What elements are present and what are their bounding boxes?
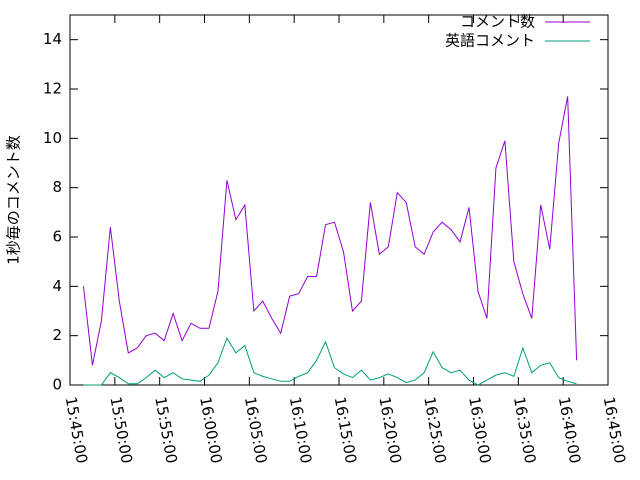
x-tick-label: 16:05:00 <box>241 395 270 464</box>
series-line <box>83 336 577 386</box>
y-tick-label: 14 <box>43 30 62 48</box>
x-tick-label: 15:45:00 <box>62 395 91 464</box>
x-tick-label: 16:25:00 <box>420 395 449 464</box>
plot-frame <box>69 14 609 386</box>
x-tick-label: 16:40:00 <box>555 395 584 464</box>
y-tick-label: 6 <box>52 228 62 246</box>
y-tick-label: 12 <box>43 80 62 98</box>
x-tick-label: 16:45:00 <box>600 395 629 464</box>
legend-label: コメント数 <box>460 13 535 31</box>
x-tick-label: 16:00:00 <box>196 395 225 464</box>
y-axis-label: 1秒毎のコメント数 <box>5 135 23 265</box>
y-tick-label: 0 <box>52 376 62 394</box>
series-line <box>82 96 578 366</box>
x-tick-label: 16:10:00 <box>286 395 315 464</box>
x-tick-label: 16:35:00 <box>510 395 539 464</box>
x-tick-label: 15:55:00 <box>151 395 180 464</box>
x-tick-label: 16:15:00 <box>331 395 360 464</box>
x-tick-label: 16:30:00 <box>465 395 494 464</box>
y-tick-label: 4 <box>52 277 62 295</box>
y-tick-label: 8 <box>52 178 62 196</box>
x-tick-label: 15:50:00 <box>106 395 135 464</box>
y-tick-label: 2 <box>52 326 62 344</box>
legend-label: 英語コメント <box>445 32 535 50</box>
y-tick-label: 10 <box>43 129 62 147</box>
x-tick-label: 16:20:00 <box>375 395 404 464</box>
